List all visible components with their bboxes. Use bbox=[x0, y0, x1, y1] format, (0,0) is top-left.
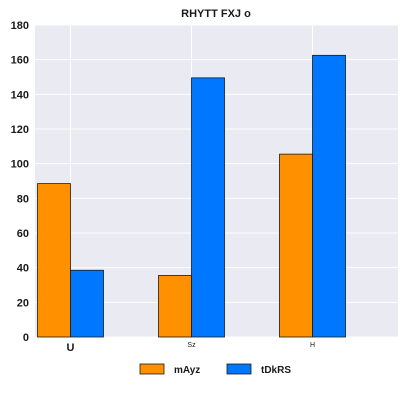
bar-mAyz-U bbox=[37, 183, 71, 338]
chart-title: RHYTT FXJ o bbox=[181, 8, 251, 20]
legend-swatch bbox=[226, 363, 252, 375]
x-tick-label: H bbox=[310, 342, 315, 349]
y-tick-label: 160 bbox=[11, 55, 29, 67]
bar-tDkRS-Sz bbox=[191, 77, 225, 338]
y-tick-label: 140 bbox=[11, 89, 29, 101]
legend: mAyz tDkRS bbox=[139, 363, 291, 376]
y-tick-label: 120 bbox=[11, 124, 29, 136]
bars bbox=[37, 54, 346, 338]
bar-tDkRS-U bbox=[70, 269, 104, 338]
legend-swatch bbox=[139, 363, 165, 375]
y-tick-label: 20 bbox=[17, 297, 29, 309]
bar-mAyz-Sz bbox=[158, 275, 192, 338]
y-tick-label: 180 bbox=[11, 20, 29, 32]
y-tick-label: 100 bbox=[11, 159, 29, 171]
bar-tDkRS-H bbox=[312, 54, 346, 338]
y-tick-label: 60 bbox=[17, 228, 29, 240]
x-axis-ticks: U Sz H bbox=[67, 342, 316, 354]
bar-mAyz-H bbox=[279, 153, 313, 338]
y-tick-label: 40 bbox=[17, 263, 29, 275]
y-axis-ticks: 0 20 40 60 80 100 120 140 160 180 bbox=[11, 20, 29, 344]
y-tick-label: 0 bbox=[23, 332, 29, 344]
x-tick-label: Sz bbox=[187, 342, 196, 349]
legend-label: tDkRS bbox=[261, 365, 291, 376]
x-tick-label: U bbox=[67, 342, 75, 354]
legend-label: mAyz bbox=[174, 365, 200, 376]
y-tick-label: 80 bbox=[17, 193, 29, 205]
